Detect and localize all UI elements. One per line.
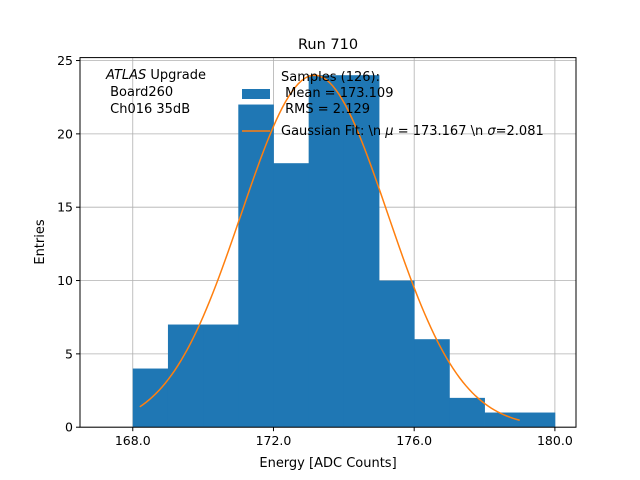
histogram-bar	[273, 163, 310, 428]
legend-fit-label: Gaussian Fit: \n μ = 173.167 \n σ=2.081	[281, 124, 544, 139]
histogram-bars	[132, 75, 556, 428]
gaussian-fit-curve	[139, 74, 520, 421]
annotation-atlas: ATLAS	[105, 68, 146, 83]
histogram-bar	[203, 324, 239, 428]
legend: Samples (126): Mean = 173.109 RMS = 2.12…	[242, 70, 544, 139]
chart-title: Run 710	[298, 37, 358, 53]
legend-fit-sigma-symbol: σ	[487, 124, 496, 139]
annotation-line-1: ATLAS Upgrade	[105, 68, 206, 83]
x-tick-label: 176.0	[396, 433, 432, 448]
legend-fit-prefix: Gaussian Fit: \n	[281, 124, 385, 139]
y-tick-label: 15	[57, 200, 73, 215]
x-tick-label: 172.0	[256, 433, 292, 448]
histogram-bar	[379, 280, 415, 428]
legend-fit-mu-symbol: μ	[384, 124, 393, 139]
histogram-bar	[414, 339, 450, 428]
annotation-upgrade: Upgrade	[146, 68, 206, 83]
annotation-block: ATLAS Upgrade Board260 Ch016 35dB	[105, 68, 206, 117]
legend-hist-patch	[242, 89, 270, 99]
x-axis-label: Energy [ADC Counts]	[259, 456, 396, 471]
x-tick-label: 168.0	[115, 433, 151, 448]
histogram-bar	[449, 397, 485, 428]
legend-fit-sigma-text: =2.081	[496, 124, 544, 139]
histogram-bar	[343, 75, 380, 428]
y-tick-label: 25	[57, 53, 73, 68]
legend-hist-line-3: RMS = 2.129	[281, 102, 370, 117]
gaussian-fit	[139, 74, 520, 421]
histogram-bar	[519, 412, 556, 428]
annotation-board: Board260	[106, 85, 173, 100]
x-axis-ticks: 168.0 172.0 176.0 180.0	[115, 427, 573, 448]
plot-frame	[79, 57, 577, 428]
legend-hist-line-1: Samples (126):	[281, 70, 380, 85]
y-tick-label: 10	[57, 273, 73, 288]
histogram-bar	[308, 75, 345, 428]
histogram-bar	[167, 324, 204, 428]
y-tick-label: 20	[57, 126, 73, 141]
y-tick-label: 5	[65, 346, 73, 361]
y-axis-label: Entries	[33, 219, 48, 265]
y-axis-ticks: 0 5 10 15 20 25	[57, 53, 80, 435]
legend-fit-mu-text: = 173.167 \n	[394, 124, 488, 139]
histogram-bar	[484, 412, 521, 428]
x-tick-label: 180.0	[537, 433, 573, 448]
histogram-bar	[238, 104, 274, 428]
y-tick-label: 0	[65, 420, 73, 435]
legend-hist-line-2: Mean = 173.109	[281, 86, 393, 101]
annotation-channel: Ch016 35dB	[106, 102, 190, 117]
